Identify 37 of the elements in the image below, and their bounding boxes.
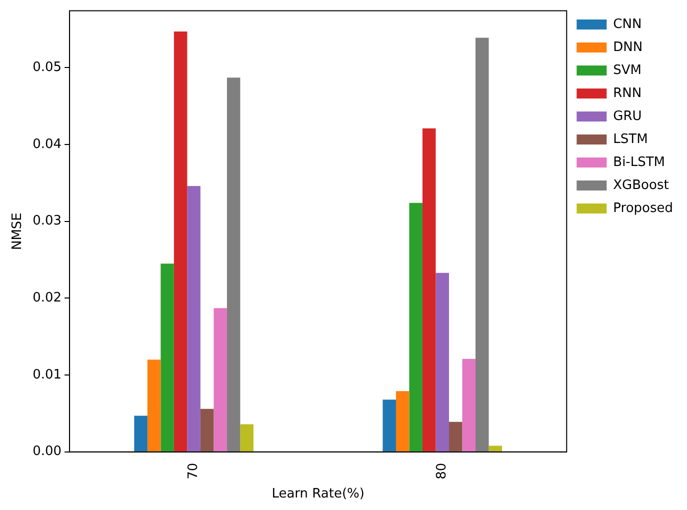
bar (422, 128, 436, 452)
legend-label: XGBoost (613, 178, 669, 193)
bar (488, 446, 502, 452)
bar (462, 358, 476, 452)
y-tick-label: 0.01 (32, 367, 62, 382)
y-tick-label: 0.04 (32, 136, 62, 152)
bar (476, 38, 489, 452)
bar (134, 416, 148, 452)
bar (147, 360, 161, 452)
bar (436, 272, 449, 452)
y-tick-label: 0.02 (32, 290, 62, 306)
legend-label: Bi-LSTM (613, 154, 666, 170)
y-tick-label: 0.03 (32, 214, 62, 229)
bar (396, 391, 410, 452)
x-tick-label: 70 (186, 462, 202, 480)
bar (240, 424, 254, 452)
legend-label: DNN (613, 40, 643, 55)
bar (187, 186, 200, 452)
x-axis-title: Learn Rate(%) (272, 486, 364, 502)
bar (214, 308, 227, 452)
y-axis-title: NMSE (10, 212, 26, 250)
bar (226, 78, 240, 452)
bar (409, 202, 422, 452)
legend-label: SVM (613, 62, 642, 78)
legend-label: Proposed (613, 200, 674, 216)
bar (449, 422, 462, 452)
bar (174, 32, 188, 452)
legend-label: CNN (613, 16, 642, 32)
y-tick-label: 0.05 (32, 60, 62, 76)
bar (160, 264, 174, 452)
legend-label: RNN (613, 86, 642, 101)
bar (200, 408, 214, 452)
legend-label: GRU (613, 108, 642, 124)
legend-label: LSTM (613, 132, 648, 147)
y-tick-label: 0.00 (32, 444, 62, 460)
x-tick-label: 80 (434, 462, 450, 480)
bar (382, 400, 396, 452)
